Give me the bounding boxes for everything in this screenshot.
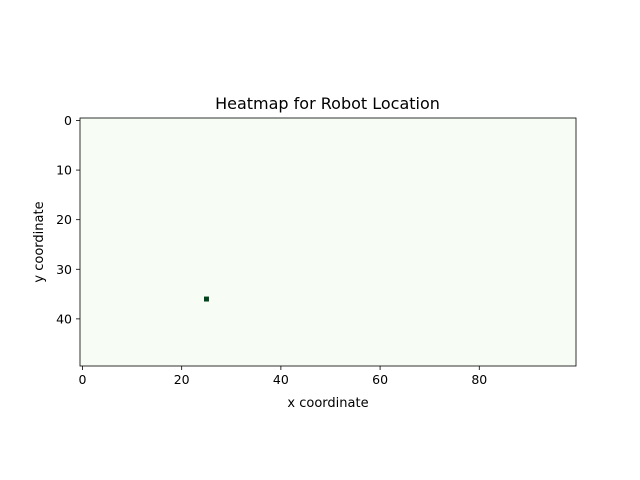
y-tick-label: 20 (56, 212, 72, 227)
y-tick-label: 10 (56, 163, 72, 178)
heatmap-plot-area (80, 118, 576, 366)
chart-title: Heatmap for Robot Location (215, 94, 440, 113)
x-tick-label: 80 (471, 372, 487, 387)
y-axis-ticks: 0 10 20 30 40 (56, 113, 80, 326)
x-tick-label: 20 (174, 372, 190, 387)
x-axis-label: x coordinate (287, 396, 368, 411)
y-axis-label: y coordinate (32, 201, 47, 282)
heatmap-cell-0 (204, 296, 209, 302)
y-tick-label: 30 (56, 262, 72, 277)
plot-frame (79, 117, 577, 367)
x-tick-label: 0 (79, 372, 87, 387)
x-tick-label: 60 (372, 372, 388, 387)
heatmap-cells (204, 296, 209, 302)
x-tick-label: 40 (273, 372, 289, 387)
y-tick-label: 40 (56, 311, 72, 326)
y-tick-label: 0 (64, 113, 72, 128)
x-axis-ticks: 0 20 40 60 80 (79, 366, 487, 387)
